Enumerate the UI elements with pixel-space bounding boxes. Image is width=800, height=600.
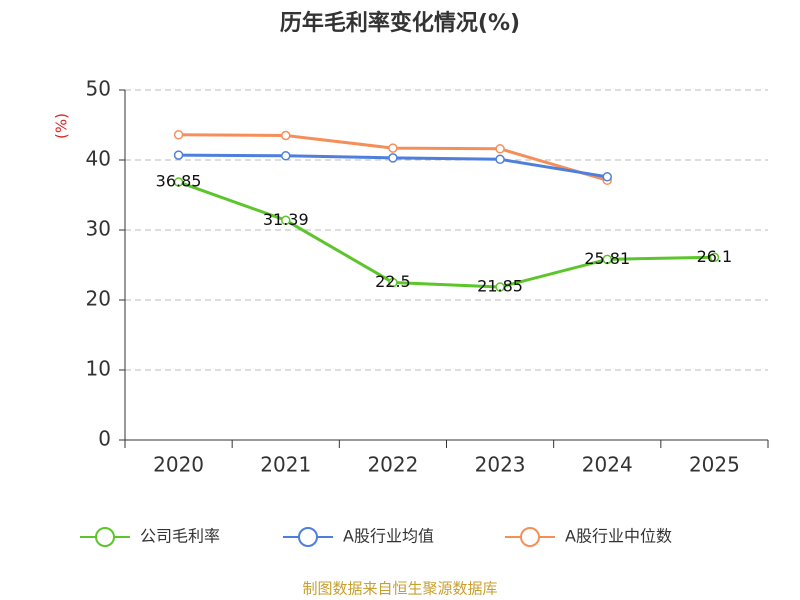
y-tick-label: 10 xyxy=(86,357,111,381)
y-tick-label: 50 xyxy=(86,77,111,101)
data-label: 26.1 xyxy=(697,247,733,266)
data-point xyxy=(388,143,398,153)
legend-label: A股行业中位数 xyxy=(565,527,672,546)
y-tick-label: 30 xyxy=(86,217,111,241)
data-point xyxy=(495,154,505,165)
y-tick-label: 0 xyxy=(98,427,111,451)
data-label: 21.85 xyxy=(477,277,523,296)
legend-label: 公司毛利率 xyxy=(140,527,220,546)
x-tick-label: 2024 xyxy=(582,453,633,477)
data-point xyxy=(602,172,612,182)
data-point xyxy=(173,130,184,140)
data-point xyxy=(173,177,184,187)
data-point xyxy=(495,282,505,292)
legend-label: A股行业均值 xyxy=(343,527,434,546)
x-tick-label: 2020 xyxy=(153,453,204,477)
data-point xyxy=(388,153,398,163)
x-tick-label: 2023 xyxy=(475,453,526,477)
source-note: 制图数据来自恒生聚源数据库 xyxy=(302,580,497,598)
data-point xyxy=(281,215,291,226)
legend-marker xyxy=(520,527,540,547)
x-tick-label: 2025 xyxy=(689,453,740,477)
series-line xyxy=(178,180,715,289)
y-tick-label: 40 xyxy=(86,147,111,171)
data-point xyxy=(173,150,184,160)
y-axis-label: (%) xyxy=(53,113,71,139)
data-point xyxy=(281,151,291,161)
data-point xyxy=(495,144,505,154)
data-point xyxy=(709,252,720,263)
data-label: 25.81 xyxy=(584,249,630,268)
legend-marker xyxy=(95,527,115,547)
y-tick-label: 20 xyxy=(86,287,111,311)
data-label: 31.39 xyxy=(263,210,309,229)
legend-marker xyxy=(298,527,318,547)
data-label: 36.85 xyxy=(156,172,202,191)
data-point xyxy=(602,254,612,265)
data-point xyxy=(281,130,291,141)
x-tick-label: 2022 xyxy=(367,453,418,477)
data-point xyxy=(388,277,398,288)
chart-title: 历年毛利率变化情况(%) xyxy=(280,10,520,36)
x-tick-label: 2021 xyxy=(260,453,311,477)
data-label: 22.5 xyxy=(375,272,411,291)
